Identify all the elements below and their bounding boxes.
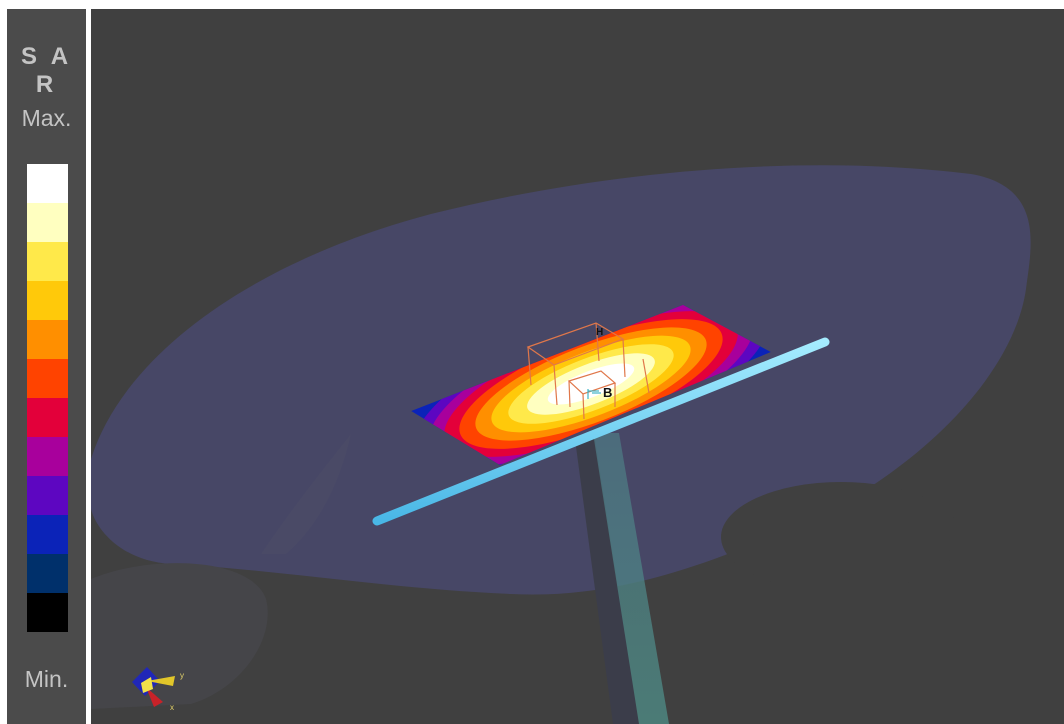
sar-legend-panel: S A R Max. Min.	[7, 9, 86, 724]
colorbar-swatch-1	[27, 203, 68, 242]
marker-b: B	[603, 385, 612, 400]
colorbar-swatch-4	[27, 320, 68, 359]
marker-b-icon	[587, 389, 601, 399]
sar-plane	[411, 305, 771, 465]
feed-beam	[593, 433, 669, 724]
colorbar-swatch-2	[27, 242, 68, 281]
legend-title: S A R	[20, 43, 73, 98]
colorbar-swatch-8	[27, 476, 68, 515]
colorbar-swatch-10	[27, 554, 68, 593]
legend-min-label: Min.	[24, 666, 69, 692]
colorbar-swatch-5	[27, 359, 68, 398]
colorbar-swatch-0	[27, 164, 68, 203]
phantom-lobe	[91, 563, 268, 709]
axis-y-label: y	[180, 671, 184, 680]
sar-colorbar	[27, 164, 68, 632]
marker-h: H	[596, 327, 603, 338]
orientation-axes-icon[interactable]: y x	[132, 667, 184, 712]
phantom-lobe-edge	[261, 434, 351, 554]
probe-wireframe	[526, 322, 650, 420]
colorbar-swatch-6	[27, 398, 68, 437]
colorbar-swatch-3	[27, 281, 68, 320]
colorbar-swatch-9	[27, 515, 68, 554]
legend-max-label: Max.	[21, 105, 72, 131]
colorbar-swatch-11	[27, 593, 68, 632]
phantom-cutout	[721, 482, 961, 592]
dipole-tube	[372, 337, 830, 526]
axis-x-label: x	[170, 703, 174, 712]
scene-canvas[interactable]: H B y x	[91, 9, 1064, 724]
colorbar-swatch-7	[27, 437, 68, 476]
feed-beam-shadow	[575, 439, 639, 724]
3d-viewport[interactable]: H B y x	[91, 9, 1064, 724]
